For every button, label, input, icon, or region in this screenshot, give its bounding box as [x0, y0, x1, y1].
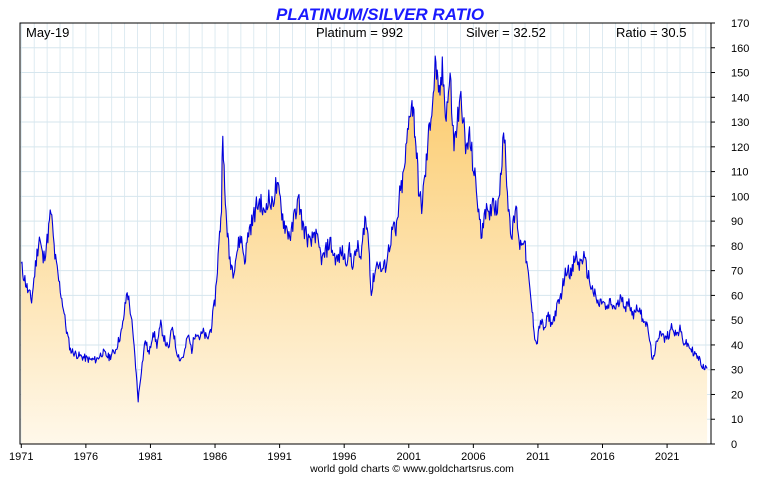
platinum-price: Platinum = 992	[316, 25, 403, 40]
y-tick-label: 140	[731, 92, 749, 104]
x-tick-label: 2021	[655, 451, 679, 463]
y-tick-label: 100	[731, 191, 749, 203]
x-tick-label: 2016	[590, 451, 614, 463]
y-tick-label: 120	[731, 142, 749, 154]
x-tick-label: 1996	[332, 451, 356, 463]
x-tick-label: 2011	[526, 451, 550, 463]
y-tick-label: 130	[731, 117, 749, 129]
y-tick-label: 150	[731, 68, 749, 80]
y-tick-label: 110	[731, 167, 749, 179]
y-tick-label: 20	[731, 389, 743, 401]
ratio-series-line	[20, 55, 708, 403]
chart-title: PLATINUM/SILVER RATIO	[276, 5, 484, 24]
silver-price: Silver = 32.52	[466, 25, 546, 40]
y-axis: 0 10 20 30 40 50 60 70 80 90 100 110 120 130 140 150 160…	[711, 18, 749, 451]
y-tick-label: 160	[731, 43, 749, 55]
y-tick-label: 50	[731, 315, 743, 327]
y-tick-label: 30	[731, 365, 743, 377]
x-tick-label: 1986	[203, 451, 227, 463]
y-tick-label: 170	[731, 18, 749, 30]
y-tick-label: 10	[731, 414, 743, 426]
footer-credit: world gold charts © www.goldchartsrus.co…	[309, 463, 514, 475]
x-axis: 1971 1976 1981 1986 1991 1996 2001 2006 2011 2016…	[9, 444, 679, 463]
y-tick-label: 0	[731, 439, 737, 451]
data-line-layer	[20, 55, 708, 403]
y-tick-label: 90	[731, 216, 743, 228]
x-tick-label: 1971	[9, 451, 33, 463]
x-tick-label: 2006	[461, 451, 485, 463]
ratio-value: Ratio = 30.5	[616, 25, 686, 40]
y-tick-label: 70	[731, 266, 743, 278]
y-tick-label: 40	[731, 340, 743, 352]
plot-frame	[19, 22, 712, 445]
y-tick-label: 60	[731, 290, 743, 302]
x-tick-label: 1976	[74, 451, 98, 463]
x-tick-label: 1981	[138, 451, 162, 463]
x-tick-label: 1991	[267, 451, 291, 463]
date-label: May-19	[26, 25, 69, 40]
x-tick-label: 2001	[397, 451, 421, 463]
y-tick-label: 80	[731, 241, 743, 253]
